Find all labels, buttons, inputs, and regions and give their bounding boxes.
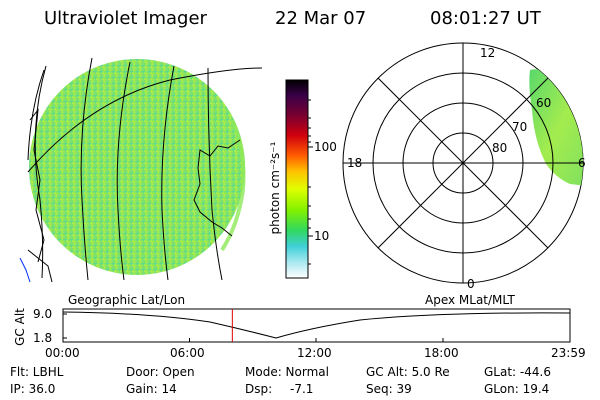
altitude-timeline	[62, 308, 571, 343]
dsp-value: -7.1	[290, 382, 314, 396]
colorbar-tick-10: 10	[314, 229, 330, 243]
colorbar-unit-label: photon cm⁻²s⁻¹	[268, 141, 282, 235]
gain-info: Gain: 14	[126, 382, 177, 396]
coastline	[29, 108, 45, 263]
mlt-label-18: 18	[347, 156, 363, 170]
latitude-line	[27, 67, 263, 173]
timeline-ytick-low: 1.8	[33, 331, 53, 345]
meridian-line	[80, 57, 93, 281]
timeline-right-title: Apex MLat/MLT	[425, 293, 515, 307]
mlt-label-12: 12	[480, 46, 496, 60]
geographic-grid	[19, 57, 263, 283]
timeline-ytick-high: 9.0	[33, 307, 53, 321]
coastline	[193, 139, 241, 237]
instrument-title: Ultraviolet Imager	[44, 8, 207, 29]
altitude-curve	[62, 311, 571, 339]
glon-info: GLon: 19.4	[484, 382, 550, 396]
lat-label-80: 80	[492, 141, 508, 155]
lat-label-60: 60	[536, 96, 552, 110]
timeline-ticks	[62, 313, 571, 342]
mlt-diagonal	[377, 77, 549, 249]
timeline-xtick-1200: 12:00	[297, 346, 332, 360]
timeline-xtick-1800: 18:00	[424, 346, 459, 360]
mlt-label-0: 0	[467, 277, 475, 291]
door-info: Door: Open	[126, 365, 195, 379]
lat-label-70: 70	[512, 120, 528, 134]
timeline-xtick-2359: 23:59	[551, 346, 586, 360]
glat-info: GLat: -44.6	[484, 365, 551, 379]
seq-info: Seq: 39	[366, 382, 412, 396]
earth-disk	[29, 59, 245, 275]
observation-date: 22 Mar 07	[275, 8, 367, 29]
gc-alt-info: GC Alt: 5.0 Re	[366, 365, 450, 379]
dsp-label: Dsp:	[245, 382, 273, 396]
meridian-line	[207, 67, 223, 281]
timeline-left-title: Geographic Lat/Lon	[68, 293, 186, 307]
color-scale-bar	[285, 79, 309, 279]
meridian-line	[34, 65, 47, 279]
coastline	[27, 249, 53, 283]
latitude-line	[27, 69, 45, 161]
filter-info: Flt: LBHL	[10, 365, 64, 379]
meridian-line	[116, 61, 131, 281]
timeline-frame	[62, 308, 571, 343]
color-scale-ticks	[308, 99, 313, 265]
polar-plot	[342, 42, 584, 284]
mode-info: Mode: Normal	[245, 365, 329, 379]
timeline-axis-label: GC Alt	[13, 308, 27, 346]
auroral-oval-region	[529, 69, 583, 186]
observation-time: 08:01:27 UT	[430, 8, 541, 29]
colorbar-tick-100: 100	[314, 140, 337, 154]
timeline-xtick-0000: 00:00	[45, 346, 80, 360]
earth-disk-image	[29, 59, 246, 275]
timeline-xtick-0600: 06:00	[170, 346, 205, 360]
mlt-label-6: 6	[578, 156, 586, 170]
coastline	[19, 257, 31, 283]
ip-info: IP: 36.0	[10, 382, 56, 396]
meridian-line	[161, 65, 175, 281]
